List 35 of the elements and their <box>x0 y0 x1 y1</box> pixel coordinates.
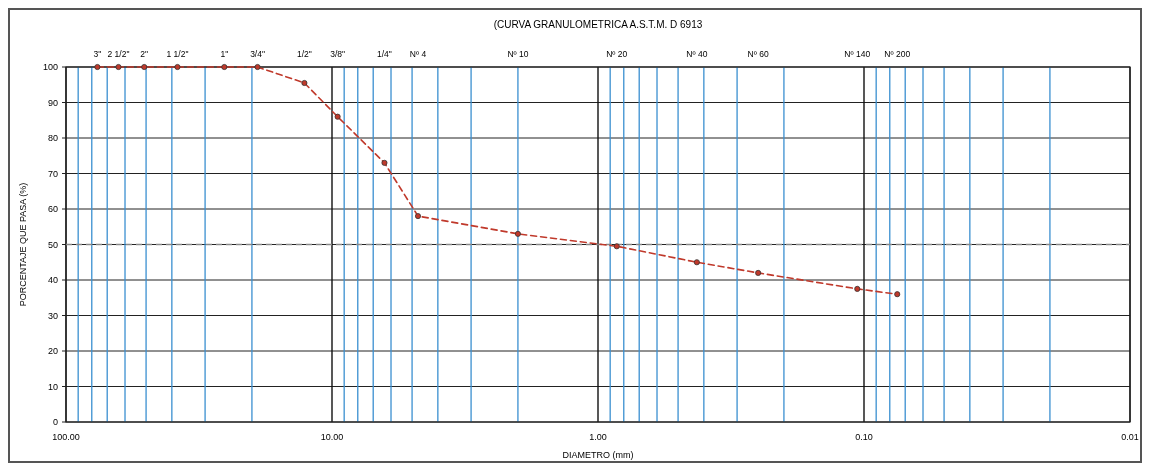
text: 2" <box>140 49 149 59</box>
text: 1 1/2" <box>166 49 189 59</box>
x-tick-label: 0.10 <box>855 432 873 442</box>
text: Nº 40 <box>686 49 708 59</box>
text: 3/4" <box>250 49 265 59</box>
text: Nº 4 <box>409 49 427 59</box>
text: 3" <box>93 49 102 59</box>
text: 2 1/2" <box>107 49 130 59</box>
x-tick-label: 100.00 <box>52 432 80 442</box>
y-axis-title: PORCENTAJE QUE PASA (%) <box>18 182 28 307</box>
x-tick-label: 0.01 <box>1121 432 1139 442</box>
x-tick-label: 1.00 <box>589 432 607 442</box>
text: 1" <box>220 49 229 59</box>
text: Nº 140 <box>844 49 871 59</box>
y-tick-label: 70 <box>47 168 58 179</box>
y-tick-label: 60 <box>47 204 58 215</box>
y-tick-label: 10 <box>47 381 58 392</box>
y-tick-label: 90 <box>47 97 58 108</box>
text: 1/2" <box>296 49 312 59</box>
text: Nº 20 <box>606 49 628 59</box>
y-tick-label: 0 <box>52 417 58 428</box>
x-axis-title: DIAMETRO (mm) <box>562 450 634 460</box>
text: 3/8" <box>330 49 346 59</box>
y-tick-label: 30 <box>47 310 58 321</box>
chart-title: (CURVA GRANULOMETRICA A.S.T.M. D 6913 <box>493 19 703 30</box>
text: Nº 10 <box>507 49 529 59</box>
text: Nº 60 <box>747 49 769 59</box>
y-tick-label: 100 <box>42 62 58 73</box>
y-tick-label: 40 <box>47 275 58 286</box>
text: Nº 200 <box>884 49 911 59</box>
text: 1/4" <box>377 49 392 59</box>
y-tick-label: 50 <box>47 239 58 250</box>
y-tick-label: 80 <box>47 133 58 144</box>
y-tick-label: 20 <box>47 346 58 357</box>
x-tick-label: 10.00 <box>320 432 344 442</box>
